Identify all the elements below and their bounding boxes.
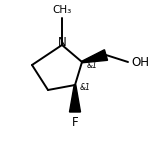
Text: N: N	[58, 36, 66, 49]
Text: CH₃: CH₃	[52, 5, 72, 15]
Text: OH: OH	[131, 55, 149, 68]
Polygon shape	[82, 50, 107, 63]
Text: &1: &1	[87, 60, 98, 69]
Polygon shape	[70, 85, 80, 112]
Text: F: F	[72, 116, 78, 129]
Text: &1: &1	[80, 82, 91, 92]
